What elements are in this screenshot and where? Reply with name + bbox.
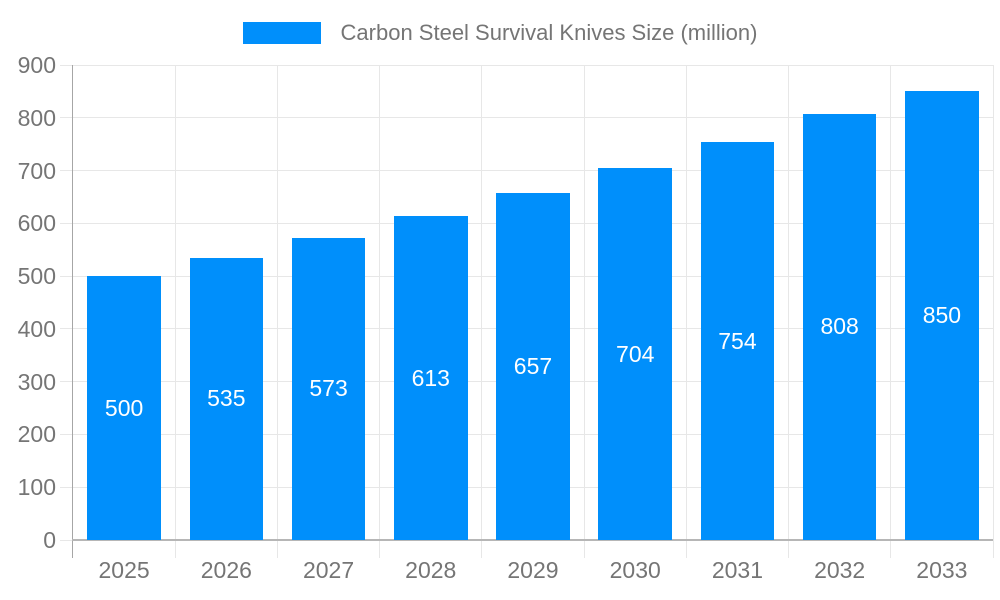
x-tick-label: 2026 [200, 557, 252, 583]
y-tick-label: 700 [17, 157, 56, 184]
y-tick-label: 300 [17, 368, 56, 395]
gridline-vertical [890, 65, 892, 558]
gridline-vertical [481, 65, 483, 558]
bar-value-label: 613 [411, 364, 450, 391]
bar-value-label: 573 [309, 375, 348, 402]
x-axis-line [72, 539, 993, 541]
gridline-horizontal [73, 64, 993, 66]
y-axis-tick [60, 328, 72, 330]
legend[interactable]: Carbon Steel Survival Knives Size (milli… [0, 21, 1000, 45]
gridline-vertical [992, 65, 994, 558]
y-axis-tick [60, 539, 72, 541]
x-tick-label: 2032 [814, 557, 866, 583]
y-tick-label: 100 [17, 474, 56, 501]
y-axis-tick [60, 433, 72, 435]
bar[interactable]: 535 [189, 257, 264, 540]
gridline-horizontal [73, 117, 993, 119]
gridline-vertical [276, 65, 278, 558]
bar[interactable]: 657 [496, 193, 570, 540]
x-tick-label: 2033 [916, 557, 968, 583]
gridline-vertical [174, 65, 176, 558]
bar[interactable]: 754 [700, 142, 775, 540]
legend-swatch [242, 22, 321, 44]
bar[interactable]: 808 [802, 113, 877, 540]
bar-value-label: 850 [922, 302, 962, 329]
bar-value-label: 535 [207, 385, 246, 412]
gridline-vertical [788, 65, 790, 558]
bar-value-label: 754 [718, 327, 757, 354]
y-axis-line [72, 65, 73, 558]
bar[interactable]: 704 [598, 168, 673, 540]
x-tick-label: 2030 [609, 557, 661, 583]
gridline-vertical [379, 65, 381, 558]
x-tick-label: 2025 [98, 557, 150, 583]
y-tick-label: 800 [17, 104, 56, 131]
y-axis-tick [60, 275, 72, 277]
y-axis-tick [60, 64, 72, 66]
x-tick-label: 2027 [302, 557, 355, 583]
y-tick-label: 400 [17, 315, 56, 342]
y-axis-tick [60, 381, 72, 383]
legend-label: Carbon Steel Survival Knives Size (milli… [340, 20, 758, 45]
bar[interactable]: 850 [905, 91, 979, 540]
bar[interactable]: 500 [87, 276, 161, 540]
gridline-vertical [685, 65, 687, 558]
gridline-vertical [583, 65, 585, 558]
y-tick-label: 600 [17, 210, 56, 237]
bar[interactable]: 613 [393, 216, 468, 540]
y-tick-label: 900 [17, 52, 56, 78]
y-tick-label: 0 [43, 527, 56, 553]
y-axis-tick [60, 117, 72, 119]
y-tick-label: 500 [17, 263, 56, 290]
bar-value-label: 500 [104, 394, 144, 421]
x-tick-label: 2028 [405, 557, 457, 583]
bar-value-label: 808 [820, 313, 859, 340]
bar-value-label: 657 [513, 353, 553, 380]
gridline-horizontal [73, 170, 993, 172]
x-tick-label: 2029 [507, 557, 559, 583]
bar[interactable]: 573 [291, 237, 366, 540]
bar-value-label: 704 [616, 340, 655, 367]
y-tick-label: 200 [17, 421, 56, 448]
x-tick-label: 2031 [711, 557, 764, 583]
y-axis-tick [60, 170, 72, 172]
y-axis-tick [60, 222, 72, 224]
y-axis-tick [60, 486, 72, 488]
